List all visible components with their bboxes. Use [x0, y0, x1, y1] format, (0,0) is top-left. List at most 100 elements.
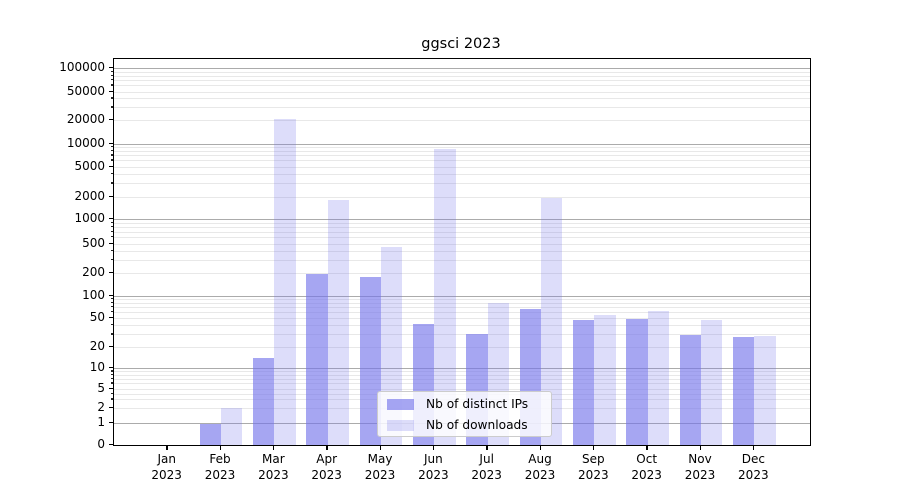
y-tick-label: 2000 [74, 188, 105, 203]
bar-downloads [754, 335, 776, 445]
minor-gridline [114, 318, 810, 319]
y-tick-label: 2 [97, 399, 105, 414]
x-tick-month: Apr [316, 452, 338, 466]
major-gridline [114, 143, 810, 145]
minor-gridline [114, 302, 810, 304]
y-tick-mark [108, 294, 113, 296]
x-tick-label: Apr 2023 [295, 452, 359, 483]
y-minor-tick-mark [110, 373, 113, 376]
y-minor-tick-mark [110, 159, 113, 161]
major-gridline [114, 68, 810, 69]
x-tick-label: Mar 2023 [241, 452, 305, 483]
y-minor-tick-mark [110, 392, 113, 394]
y-minor-tick-mark [110, 149, 113, 152]
minor-gridline [114, 107, 810, 109]
y-tick-label: 5 [97, 381, 105, 395]
minor-gridline [114, 334, 810, 336]
minor-gridline [114, 85, 810, 87]
minor-gridline [114, 91, 810, 93]
x-tick-label: Jan 2023 [135, 452, 199, 483]
y-tick-label: 1000 [74, 211, 105, 225]
y-minor-tick-mark [110, 70, 113, 72]
x-tick-year: 2023 [364, 467, 396, 482]
x-tick-year: 2023 [738, 467, 769, 482]
x-tick-year: 2023 [684, 467, 716, 482]
x-tick-label: May 2023 [348, 452, 412, 483]
y-minor-tick-mark [110, 221, 113, 224]
x-tick-mark [646, 445, 648, 450]
y-minor-tick-mark [110, 306, 113, 308]
y-tick-mark [108, 142, 113, 144]
x-tick-label: Feb 2023 [188, 452, 252, 483]
x-tick-mark [539, 445, 541, 450]
minor-gridline [114, 150, 810, 152]
minor-gridline [114, 347, 810, 348]
bar-distinct-ips [733, 336, 755, 445]
minor-gridline [114, 273, 810, 274]
y-minor-tick-mark [110, 398, 113, 400]
x-tick-month: Dec [741, 452, 765, 466]
minor-gridline [114, 160, 810, 162]
minor-gridline [114, 259, 810, 261]
bar-distinct-ips [573, 319, 595, 445]
x-tick-year: 2023 [258, 467, 289, 482]
bar-distinct-ips [679, 334, 701, 445]
x-tick-label: Sep 2023 [561, 452, 625, 483]
x-tick-year: 2023 [418, 467, 449, 482]
y-minor-tick-mark [110, 74, 113, 76]
y-tick-mark [108, 443, 113, 445]
y-tick-label: 20 [89, 339, 105, 353]
y-tick-label: 10000 [66, 135, 105, 150]
y-tick-label: 5000 [74, 158, 105, 173]
bar-distinct-ips [199, 423, 222, 445]
bar-downloads [594, 315, 616, 445]
legend-color-patch [387, 419, 414, 431]
x-tick-year: 2023 [471, 467, 502, 482]
minor-gridline [114, 173, 810, 175]
x-tick-year: 2023 [204, 467, 236, 482]
minor-gridline [114, 75, 810, 77]
y-minor-tick-mark [110, 106, 113, 108]
minor-gridline [114, 237, 810, 239]
x-tick-label: Jul 2023 [455, 452, 519, 483]
x-tick-year: 2023 [578, 467, 609, 482]
x-tick-year: 2023 [631, 467, 662, 482]
y-minor-tick-mark [110, 154, 113, 156]
plot-area [113, 58, 811, 446]
y-minor-tick-mark [110, 145, 113, 148]
legend-color-patch [387, 399, 414, 410]
x-tick-mark [272, 445, 275, 450]
y-tick-label: 10 [89, 360, 105, 374]
bar-distinct-ips [359, 276, 382, 445]
x-tick-mark [166, 445, 168, 450]
y-minor-tick-mark [110, 324, 113, 326]
x-tick-label: Jun 2023 [401, 452, 465, 483]
minor-gridline [114, 120, 810, 121]
legend-item: Nb of distinct IPs [378, 394, 551, 415]
bar-downloads [274, 118, 296, 445]
bar-distinct-ips [626, 319, 648, 445]
minor-gridline [114, 166, 810, 168]
y-tick-mark [108, 317, 113, 319]
minor-gridline [114, 374, 810, 376]
y-tick-mark [108, 119, 113, 121]
y-minor-tick-mark [110, 258, 113, 261]
y-tick-label: 100000 [59, 60, 105, 74]
x-tick-mark [379, 445, 381, 450]
minor-gridline [114, 222, 810, 224]
y-minor-tick-mark [110, 230, 113, 232]
x-tick-label: Aug 2023 [508, 452, 572, 483]
y-tick-mark [108, 67, 113, 69]
x-tick-month: Feb [209, 452, 231, 466]
x-tick-month: Mar [262, 452, 285, 466]
y-tick-mark [108, 218, 113, 220]
y-minor-tick-mark [110, 370, 113, 372]
y-minor-tick-mark [110, 333, 113, 335]
minor-gridline [114, 80, 810, 82]
y-minor-tick-mark [110, 382, 113, 384]
y-minor-tick-mark [110, 377, 113, 380]
y-tick-mark [108, 388, 113, 390]
y-tick-label: 500 [82, 235, 105, 250]
x-tick-month: Nov [688, 452, 712, 466]
bar-distinct-ips [253, 358, 275, 445]
